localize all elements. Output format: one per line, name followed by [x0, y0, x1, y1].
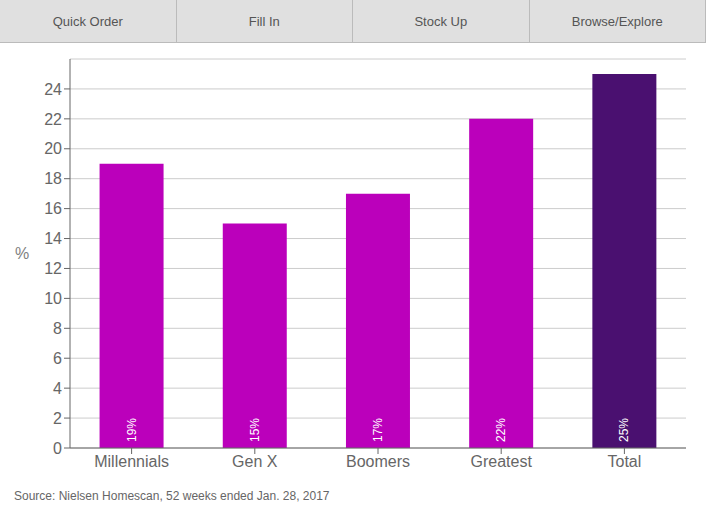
svg-text:17%: 17% — [371, 418, 385, 442]
html-text:Quick Order: Quick Order — [52, 13, 123, 29]
svg-text:%: % — [15, 245, 29, 262]
svg-text:22: 22 — [44, 111, 62, 128]
svg-text:4: 4 — [53, 380, 62, 397]
svg-text:12: 12 — [44, 260, 62, 277]
svg-text:8: 8 — [53, 320, 62, 337]
svg-text:2: 2 — [53, 410, 62, 427]
svg-text:Total: Total — [608, 453, 642, 470]
svg-text:10: 10 — [44, 290, 62, 307]
svg-text:25%: 25% — [617, 418, 631, 442]
html-text:Browse/Explore: Browse/Explore — [571, 13, 663, 29]
svg-text:19%: 19% — [125, 418, 139, 442]
html-text:Fill In: Fill In — [248, 13, 280, 29]
html-text:Stock Up: Stock Up — [414, 13, 468, 29]
svg-text:16: 16 — [44, 200, 62, 217]
svg-text:14: 14 — [44, 230, 62, 247]
svg-text:Gen X: Gen X — [232, 453, 278, 470]
svg-text:Greatest: Greatest — [471, 453, 533, 470]
svg-text:0: 0 — [53, 440, 62, 457]
svg-text:Millennials: Millennials — [94, 453, 169, 470]
svg-text:Boomers: Boomers — [346, 453, 410, 470]
svg-text:15%: 15% — [248, 418, 262, 442]
svg-text:24: 24 — [44, 81, 62, 98]
svg-text:20: 20 — [44, 140, 62, 157]
html-text:Source: Nielsen Homescan, 52 w: Source: Nielsen Homescan, 52 weeks ended… — [14, 489, 330, 503]
svg-text:22%: 22% — [494, 418, 508, 442]
svg-text:18: 18 — [44, 170, 62, 187]
svg-text:6: 6 — [53, 350, 62, 367]
